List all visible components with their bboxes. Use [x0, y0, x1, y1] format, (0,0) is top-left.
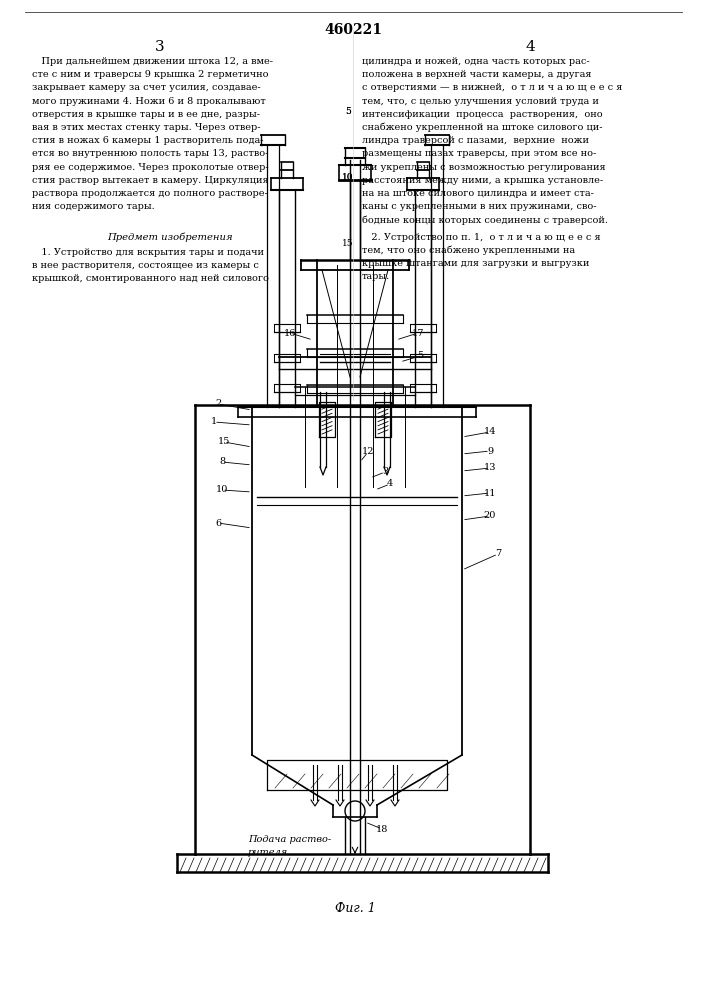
Text: 15: 15: [218, 438, 230, 446]
Text: отверстия в крышке тары и в ее дне, разры-: отверстия в крышке тары и в ее дне, разр…: [32, 110, 260, 119]
Text: вая в этих местах стенку тары. Через отвер-: вая в этих местах стенку тары. Через отв…: [32, 123, 260, 132]
Text: размещены пазах траверсы, при этом все но-: размещены пазах траверсы, при этом все н…: [362, 149, 596, 158]
Text: 5: 5: [417, 352, 423, 360]
Text: каны с укрепленными в них пружинами, сво-: каны с укрепленными в них пружинами, сво…: [362, 202, 597, 211]
Text: 5: 5: [345, 107, 351, 116]
Text: линдра траверсой с пазами,  верхние  ножи: линдра траверсой с пазами, верхние ножи: [362, 136, 589, 145]
Text: стия раствор вытекает в камеру. Циркуляция: стия раствор вытекает в камеру. Циркуляц…: [32, 176, 269, 185]
Text: на на штоке силового цилиндра и имеет ста-: на на штоке силового цилиндра и имеет ст…: [362, 189, 594, 198]
Text: 7: 7: [495, 550, 501, 558]
Text: расстояния между ними, а крышка установле-: расстояния между ними, а крышка установл…: [362, 176, 603, 185]
Text: 10: 10: [342, 173, 354, 182]
Text: 8: 8: [219, 458, 225, 466]
Text: стия в ножах 6 камеры 1 растворитель пода-: стия в ножах 6 камеры 1 растворитель под…: [32, 136, 264, 145]
Text: снабжено укрепленной на штоке силового ци-: снабжено укрепленной на штоке силового ц…: [362, 123, 602, 132]
Text: раствора продолжается до полного растворе-: раствора продолжается до полного раствор…: [32, 189, 268, 198]
Text: 6: 6: [215, 518, 221, 528]
Text: 460221: 460221: [324, 23, 382, 37]
Text: 3: 3: [382, 468, 388, 477]
Text: сте с ним и траверсы 9 крышка 2 герметично: сте с ним и траверсы 9 крышка 2 герметич…: [32, 70, 269, 79]
Text: Подача раство-: Подача раство-: [248, 835, 331, 844]
Text: в нее растворителя, состоящее из камеры с: в нее растворителя, состоящее из камеры …: [32, 261, 259, 270]
Text: 5: 5: [345, 107, 351, 116]
Text: 14: 14: [484, 428, 496, 436]
Text: тем, что оно снабжено укрепленными на: тем, что оно снабжено укрепленными на: [362, 246, 575, 255]
Text: Предмет изобретения: Предмет изобретения: [107, 233, 233, 242]
Text: ется во внутреннюю полость тары 13, раство-: ется во внутреннюю полость тары 13, раст…: [32, 149, 269, 158]
Text: бодные концы которых соединены с траверсой.: бодные концы которых соединены с траверс…: [362, 215, 608, 225]
Text: крышкой, смонтированного над ней силового: крышкой, смонтированного над ней силовог…: [32, 274, 269, 283]
Text: 3: 3: [156, 40, 165, 54]
Text: ния содержимого тары.: ния содержимого тары.: [32, 202, 155, 211]
Text: с отверстиями — в нижней,  о т л и ч а ю щ е е с я: с отверстиями — в нижней, о т л и ч а ю …: [362, 83, 622, 92]
Text: мого пружинами 4. Ножи 6 и 8 прокалывают: мого пружинами 4. Ножи 6 и 8 прокалывают: [32, 97, 266, 106]
Text: 2. Устройство по п. 1,  о т л и ч а ю щ е е с я: 2. Устройство по п. 1, о т л и ч а ю щ е…: [362, 233, 601, 242]
Text: закрывает камеру за счет усилия, создавае-: закрывает камеру за счет усилия, создава…: [32, 83, 261, 92]
Text: 1: 1: [211, 418, 217, 426]
Text: 4: 4: [525, 40, 535, 54]
Text: 20: 20: [484, 512, 496, 520]
Text: ряя ее содержимое. Через проколотые отвер-: ряя ее содержимое. Через проколотые отве…: [32, 163, 269, 172]
Text: крышке штангами для загрузки и выгрузки: крышке штангами для загрузки и выгрузки: [362, 259, 590, 268]
Text: цилиндра и ножей, одна часть которых рас-: цилиндра и ножей, одна часть которых рас…: [362, 57, 590, 66]
Text: При дальнейшем движении штока 12, а вме-: При дальнейшем движении штока 12, а вме-: [32, 57, 273, 66]
Text: 1. Устройство для вскрытия тары и подачи: 1. Устройство для вскрытия тары и подачи: [32, 248, 264, 257]
Text: 11: 11: [484, 488, 496, 497]
Text: интенсификации  процесса  растворения,  оно: интенсификации процесса растворения, оно: [362, 110, 602, 119]
Text: жи укреплены с возможностью регулирования: жи укреплены с возможностью регулировани…: [362, 163, 606, 172]
Text: тем, что, с целью улучшения условий труда и: тем, что, с целью улучшения условий труд…: [362, 97, 599, 106]
Text: 4: 4: [387, 480, 393, 488]
Text: 18: 18: [376, 824, 388, 834]
Text: Фиг. 1: Фиг. 1: [334, 902, 375, 914]
Text: 13: 13: [484, 464, 496, 473]
Text: 9: 9: [487, 446, 493, 456]
Text: 10: 10: [342, 173, 354, 182]
Text: 17: 17: [411, 328, 424, 338]
Text: 16: 16: [284, 328, 296, 338]
Text: тары.: тары.: [362, 272, 390, 281]
Text: 2: 2: [215, 399, 221, 408]
Text: рителя: рителя: [248, 848, 288, 857]
Text: 15: 15: [342, 239, 354, 248]
Text: 12: 12: [362, 448, 374, 456]
Text: положена в верхней части камеры, а другая: положена в верхней части камеры, а друга…: [362, 70, 592, 79]
Text: 10: 10: [216, 486, 228, 494]
